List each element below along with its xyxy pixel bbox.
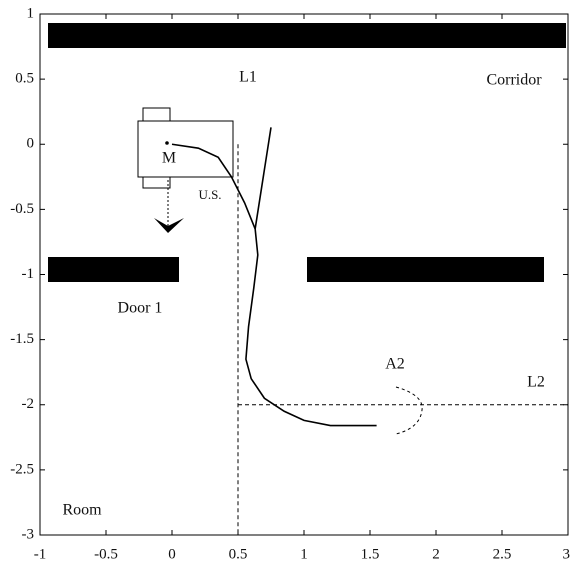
arrow-head xyxy=(154,218,184,233)
corridor-wall xyxy=(48,23,566,48)
annotation: L2 xyxy=(527,374,545,391)
annotation: M xyxy=(162,150,176,167)
x-tick-label: -0.5 xyxy=(94,546,118,562)
y-tick-label: -0.5 xyxy=(10,201,34,217)
room-wall xyxy=(307,257,544,282)
robot-wheel xyxy=(143,108,170,121)
robot-center xyxy=(165,141,169,145)
arc-a2 xyxy=(396,387,422,434)
y-tick-label: -3 xyxy=(22,526,35,542)
x-tick-label: 1.5 xyxy=(361,546,380,562)
x-tick-label: 2.5 xyxy=(493,546,512,562)
annotation: Door 1 xyxy=(118,300,163,317)
x-tick-label: 0.5 xyxy=(229,546,248,562)
annotation: L1 xyxy=(239,69,257,86)
robot-body xyxy=(138,121,233,177)
x-tick-label: 1 xyxy=(300,546,308,562)
x-tick-label: 0 xyxy=(168,546,176,562)
y-tick-label: -1 xyxy=(22,266,35,282)
annotation: Corridor xyxy=(486,72,542,89)
y-tick-label: 1 xyxy=(27,5,35,21)
chart: L1 Corridor M U.S. Door 1 A2 L2 Room -1 -… xyxy=(0,0,570,568)
annotation: Room xyxy=(62,502,102,519)
x-tick-label: -1 xyxy=(34,546,47,562)
annotation: A2 xyxy=(385,356,405,373)
x-tick-label: 3 xyxy=(563,546,570,562)
door-wall xyxy=(48,257,179,282)
trajectory xyxy=(255,127,271,229)
y-tick-label: -2 xyxy=(22,396,35,412)
x-tick-label: 2 xyxy=(432,546,440,562)
y-tick-label: -1.5 xyxy=(10,331,34,347)
annotation: U.S. xyxy=(198,187,221,202)
y-tick-label: 0.5 xyxy=(15,71,34,87)
robot-wheel xyxy=(143,177,170,188)
y-tick-label: -2.5 xyxy=(10,461,34,477)
y-tick-label: 0 xyxy=(27,136,35,152)
